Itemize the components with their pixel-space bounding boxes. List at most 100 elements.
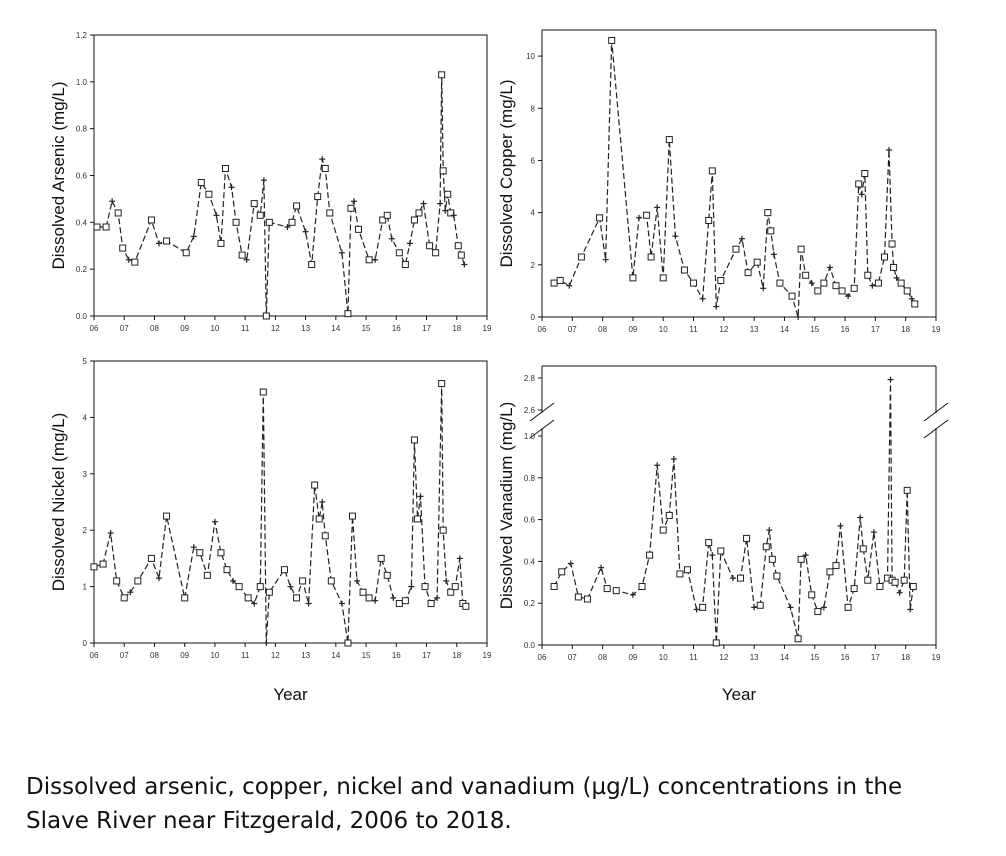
data-point-marker [256, 583, 264, 591]
data-point-marker [712, 639, 720, 647]
series-line-copper [553, 40, 916, 318]
data-point-marker [814, 608, 822, 616]
data-point-marker [612, 587, 620, 595]
data-point-marker [293, 202, 301, 210]
data-point-marker [743, 534, 751, 542]
y-tick-label: 1.2 [76, 31, 88, 40]
data-point-marker [347, 204, 355, 212]
x-tick-label: 06 [90, 324, 99, 333]
x-tick-label: 06 [90, 651, 99, 660]
data-point-marker [120, 594, 128, 602]
data-point-marker [182, 249, 190, 257]
data-point-marker [299, 577, 307, 585]
x-tick-label: 10 [210, 651, 219, 660]
data-point-marker [768, 555, 776, 563]
data-point-marker [550, 582, 558, 590]
caption-line-2: Slave River near Fitzgerald, 2006 to 201… [26, 808, 512, 834]
data-point-marker [859, 545, 867, 553]
data-point-marker [383, 571, 391, 579]
data-point-marker [909, 582, 917, 590]
x-tick-label: 13 [301, 324, 310, 333]
data-point-marker [102, 223, 110, 231]
data-point-marker [288, 218, 296, 226]
data-point-marker [147, 554, 155, 562]
axis-break-mark-right-2 [923, 419, 949, 439]
x-tick-label: 19 [932, 325, 941, 334]
series-line-vanadium [553, 379, 914, 643]
x-tick-label: 07 [568, 653, 577, 662]
data-point-marker [876, 582, 884, 590]
y-axis-label: Dissolved Nickel (mg/L) [49, 413, 68, 592]
x-tick-label: 06 [538, 653, 547, 662]
data-point-marker [259, 388, 267, 396]
data-point-marker [415, 209, 423, 217]
data-point-marker [737, 574, 745, 582]
data-point-marker [410, 216, 418, 224]
y-tick-label: 2.8 [524, 374, 536, 383]
data-point-marker [377, 554, 385, 562]
data-point-marker [383, 211, 391, 219]
data-point-marker [181, 594, 189, 602]
data-point-marker [308, 260, 316, 268]
data-point-marker [808, 591, 816, 599]
y-tick-label: 5 [83, 357, 88, 366]
data-point-marker [265, 588, 273, 596]
data-point-marker [314, 193, 322, 201]
data-point-marker [395, 600, 403, 608]
data-point-marker [891, 578, 899, 586]
y-tick-label: 0.2 [524, 599, 536, 608]
data-point-marker [676, 570, 684, 578]
data-point-marker [119, 244, 127, 252]
y-tick-label: 8 [531, 104, 536, 113]
x-tick-label: 17 [871, 653, 880, 662]
y-tick-label: 10 [526, 52, 535, 61]
data-point-marker [147, 216, 155, 224]
x-tick-label: 12 [271, 324, 280, 333]
y-tick-label: 0.8 [76, 125, 88, 134]
data-point-marker [797, 555, 805, 563]
data-point-marker [203, 571, 211, 579]
data-point-marker [131, 258, 139, 266]
data-point-marker [99, 560, 107, 568]
data-point-marker [638, 582, 646, 590]
data-point-marker [113, 577, 121, 585]
y-tick-label: 1.0 [76, 78, 88, 87]
data-point-marker [359, 588, 367, 596]
x-tick-label: 19 [483, 324, 492, 333]
data-point-marker [874, 279, 882, 287]
data-point-marker [134, 577, 142, 585]
axis-break-mark-left-2 [529, 419, 555, 439]
data-point-marker [438, 71, 446, 79]
data-point-marker [574, 593, 582, 601]
data-point-marker [683, 566, 691, 574]
x-tick-label: 15 [810, 325, 819, 334]
data-point-marker [556, 276, 564, 284]
x-tick-label: 08 [598, 653, 607, 662]
data-point-marker [262, 312, 270, 320]
chart-arsenic: 06 07 08 09 10 11 12 13 14 15 16 17 18 19 0.0 0.2 0.4 0.6… [49, 31, 492, 333]
data-point-marker [753, 258, 761, 266]
y-tick-label: 4 [531, 209, 536, 218]
chart-copper: 06 07 08 09 10 11 12 13 14 15 16 17 18 19 0 2 4 6 8 10 Disso… [497, 29, 941, 334]
y-tick-label: 0.4 [524, 557, 536, 566]
data-point-marker [447, 588, 455, 596]
data-point-marker [427, 600, 435, 608]
y-tick-label: 6 [531, 156, 536, 165]
y-tick-label: 0.6 [524, 516, 536, 525]
data-point-marker [794, 635, 802, 643]
y-axis-label: Dissolved Arsenic (mg/L) [49, 81, 68, 269]
data-point-marker [197, 179, 205, 187]
x-tick-label: 12 [719, 325, 728, 334]
data-point-marker [838, 287, 846, 295]
x-tick-label: 08 [150, 651, 159, 660]
data-point-marker [577, 253, 585, 261]
data-point-marker [583, 595, 591, 603]
data-point-marker [629, 274, 637, 282]
chart-nickel: 06 07 08 09 10 11 12 13 14 15 16 17 18 19012345Dissol… [49, 357, 492, 704]
series-line-arsenic [97, 74, 465, 317]
data-point-marker [699, 603, 707, 611]
x-tick-label: 14 [780, 325, 789, 334]
data-point-marker [223, 566, 231, 574]
data-point-marker [250, 200, 258, 208]
data-point-marker [903, 486, 911, 494]
